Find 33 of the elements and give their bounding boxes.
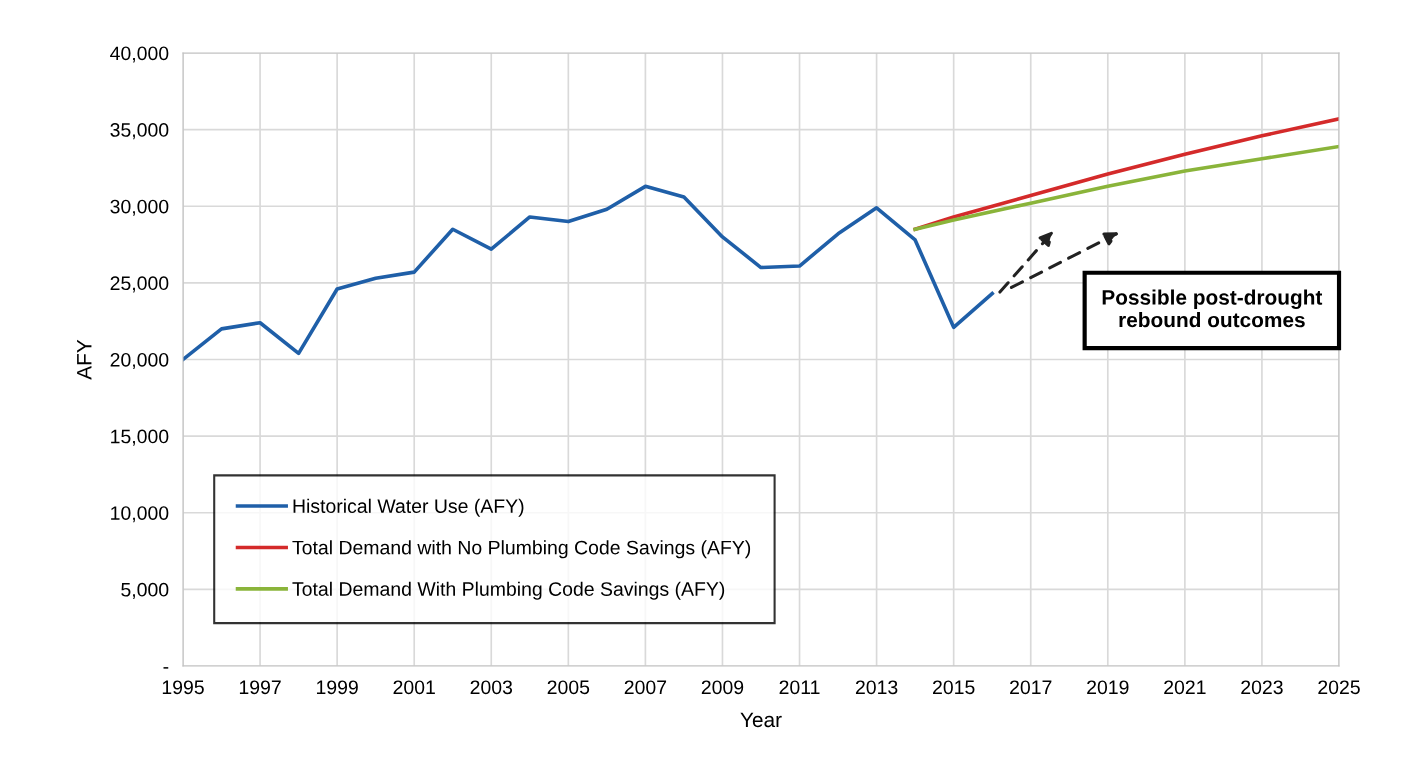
legend-label: Total Demand With Plumbing Code Savings (AFY) bbox=[292, 581, 725, 600]
y-tick-label: 35,000 bbox=[110, 123, 169, 140]
x-tick-label: 2019 bbox=[1087, 680, 1129, 695]
x-tick-label: 2011 bbox=[779, 680, 820, 695]
x-tick-label: 2013 bbox=[855, 680, 898, 695]
legend-label: Historical Water Use (AFY) bbox=[293, 498, 524, 517]
x-tick-label: 2025 bbox=[1318, 680, 1360, 695]
x-tick-label: 1997 bbox=[239, 680, 281, 695]
x-tick-label: 1995 bbox=[162, 680, 204, 695]
x-tick-label: 2021 bbox=[1164, 680, 1206, 695]
x-axis-title: Year bbox=[740, 712, 782, 728]
x-tick-label: 2003 bbox=[470, 680, 513, 695]
x-tick-label: 2017 bbox=[1010, 680, 1052, 695]
y-tick-label: 40,000 bbox=[110, 46, 169, 63]
y-tick-label: 20,000 bbox=[110, 352, 169, 370]
y-axis-title: AFY bbox=[77, 339, 92, 380]
y-tick-label: - bbox=[163, 667, 169, 669]
x-tick-label: 2005 bbox=[547, 680, 590, 695]
annotation: Possible post-drought rebound outcomes bbox=[1102, 289, 1323, 328]
line-series bbox=[183, 184, 995, 362]
line-series bbox=[913, 144, 1339, 232]
y-tick-label: 25,000 bbox=[110, 276, 169, 293]
x-tick-label: 2009 bbox=[701, 680, 744, 695]
x-tick-label: 1999 bbox=[316, 680, 358, 695]
y-tick-label: 5,000 bbox=[121, 582, 169, 599]
y-tick-label: 30,000 bbox=[110, 199, 169, 216]
x-tick-label: 2023 bbox=[1241, 680, 1283, 695]
x-tick-label: 2007 bbox=[624, 680, 667, 695]
legend-label: Total Demand with No Plumbing Code Savings (AFY) bbox=[292, 540, 751, 559]
x-tick-label: 2001 bbox=[393, 680, 435, 695]
y-tick-label: 10,000 bbox=[111, 506, 169, 523]
x-tick-label: 2015 bbox=[933, 680, 975, 695]
y-tick-label: 15,000 bbox=[111, 429, 169, 446]
